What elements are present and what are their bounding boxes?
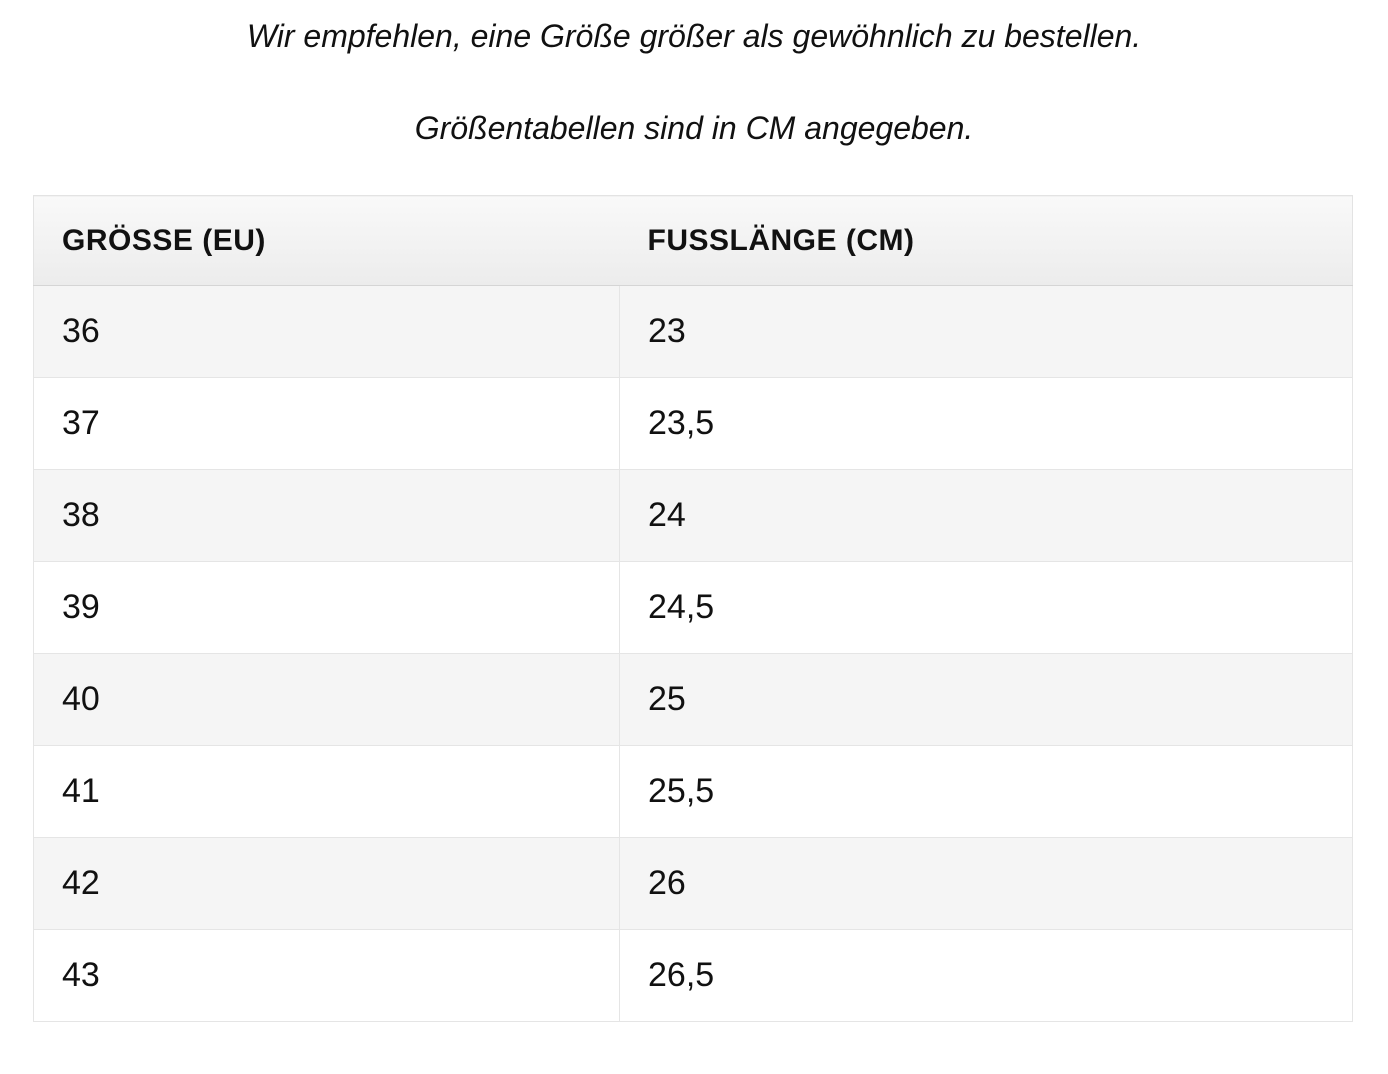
- header-row: GRÖSSE (EU) FUSSLÄNGE (CM): [33, 195, 1353, 286]
- foot-length-cell: 25,5: [619, 745, 1353, 838]
- eu-size-cell: 41: [33, 745, 620, 838]
- foot-length-cell: 24,5: [619, 561, 1353, 654]
- foot-length-cell: 23: [619, 285, 1353, 378]
- eu-size-cell: 40: [33, 653, 620, 746]
- table-row: 42 26: [33, 837, 1353, 930]
- eu-size-cell: 36: [33, 285, 620, 378]
- foot-length-cell: 24: [619, 469, 1353, 562]
- size-chart-table: GRÖSSE (EU) FUSSLÄNGE (CM) 36 23 37 23,5…: [33, 195, 1353, 1022]
- table-row: 43 26,5: [33, 929, 1353, 1022]
- size-recommendation-note: Wir empfehlen, eine Größe größer als gew…: [246, 18, 1142, 54]
- table-row: 39 24,5: [33, 561, 1353, 654]
- size-chart-body: 36 23 37 23,5 38 24 39 24,5 40 25 41 25,…: [33, 285, 1353, 1022]
- table-row: 38 24: [33, 469, 1353, 562]
- size-chart-container: GRÖSSE (EU) FUSSLÄNGE (CM) 36 23 37 23,5…: [33, 195, 1388, 1022]
- foot-length-cell: 26: [619, 837, 1353, 930]
- eu-size-cell: 37: [33, 377, 620, 470]
- table-row: 40 25: [33, 653, 1353, 746]
- eu-size-cell: 38: [33, 469, 620, 562]
- table-row: 37 23,5: [33, 377, 1353, 470]
- eu-size-cell: 43: [33, 929, 620, 1022]
- table-row: 41 25,5: [33, 745, 1353, 838]
- size-unit-note: Größentabellen sind in CM angegeben.: [414, 110, 974, 146]
- size-chart-header: GRÖSSE (EU) FUSSLÄNGE (CM): [33, 195, 1353, 286]
- eu-size-cell: 39: [33, 561, 620, 654]
- foot-length-cell: 23,5: [619, 377, 1353, 470]
- column-header-foot-length: FUSSLÄNGE (CM): [619, 195, 1353, 286]
- foot-length-cell: 26,5: [619, 929, 1353, 1022]
- eu-size-cell: 42: [33, 837, 620, 930]
- table-row: 36 23: [33, 285, 1353, 378]
- column-header-eu-size: GRÖSSE (EU): [33, 195, 620, 286]
- foot-length-cell: 25: [619, 653, 1353, 746]
